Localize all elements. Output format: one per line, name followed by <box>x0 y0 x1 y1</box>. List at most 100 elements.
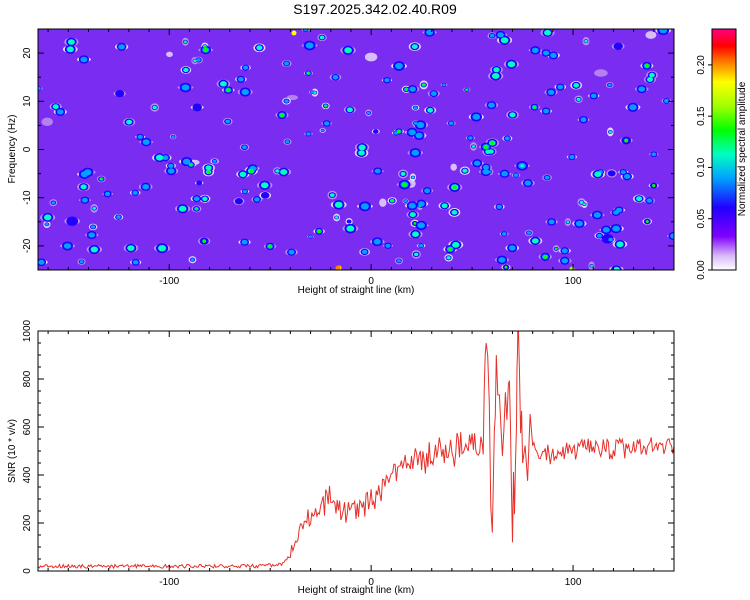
heatmap-high-blob <box>116 215 121 219</box>
heatmap-high-blob <box>225 119 231 124</box>
heatmap-high-blob <box>488 102 495 108</box>
heatmap-high-blob <box>608 130 612 134</box>
heatmap-high-blob <box>513 173 519 177</box>
heatmap-high-blob <box>579 200 584 204</box>
heatmap-high-blob <box>602 227 610 233</box>
heatmap-high-blob <box>158 245 167 252</box>
heatmap-high-blob <box>415 132 423 139</box>
heatmap-high-blob <box>584 39 588 43</box>
heatmap-high-blob <box>452 241 460 248</box>
heatmap-peak-blob <box>452 185 458 190</box>
heatmap-high-blob <box>424 188 431 194</box>
heatmap-high-blob <box>418 201 425 207</box>
colorbar-tick-label: 0.15 <box>696 106 707 126</box>
heatmap-high-blob <box>531 238 539 244</box>
heatmap-high-blob <box>497 32 504 38</box>
heatmap-high-blob <box>396 259 401 263</box>
heatmap-high-blob <box>329 193 335 198</box>
heatmap-high-blob <box>243 65 249 70</box>
heatmap-peak-blob <box>543 254 548 259</box>
heatmap-high-blob <box>280 169 288 175</box>
heatmap-peak-blob <box>335 265 341 270</box>
heatmap-high-blob <box>162 155 169 161</box>
heatmap-high-blob <box>239 171 247 177</box>
heatmap-high-blob <box>182 158 191 165</box>
heatmap-high-blob <box>395 62 403 70</box>
heatmap-low-blob <box>450 163 457 171</box>
heatmap-high-blob <box>582 203 587 206</box>
heatmap-high-blob <box>507 61 516 68</box>
heatmap-high-blob <box>612 266 620 270</box>
heatmap-high-blob <box>51 201 56 205</box>
heatmap-low-blob <box>364 52 378 62</box>
heatmap-mid-blob <box>346 219 352 224</box>
heatmap-peak-blob <box>397 129 401 134</box>
heatmap-peak-blob <box>324 104 328 108</box>
heatmap-high-blob <box>38 87 41 90</box>
heatmap-high-blob <box>193 196 200 201</box>
heatmap-high-blob <box>346 107 353 113</box>
y-tick-label: -10 <box>22 190 33 205</box>
heatmap-high-blob <box>408 129 416 136</box>
heatmap-high-blob <box>80 56 88 63</box>
heatmap-peak-blob <box>268 244 272 249</box>
heatmap-high-blob <box>171 135 175 138</box>
heatmap-high-blob <box>242 189 247 194</box>
heatmap-high-blob <box>485 149 491 154</box>
heatmap-high-blob <box>496 204 502 209</box>
heatmap-high-blob <box>411 176 415 179</box>
colorbar: 0.00 0.05 0.10 0.15 0.20 Normalized spectral… <box>696 28 748 280</box>
heatmap-high-blob <box>193 59 197 62</box>
heatmap-high-blob <box>137 134 143 139</box>
heatmap-high-blob <box>346 225 355 232</box>
heatmap-high-blob <box>319 35 325 40</box>
heatmap-low-blob <box>594 69 608 77</box>
heatmap-high-blob <box>446 256 451 260</box>
heatmap-high-blob <box>590 93 597 99</box>
heatmap-high-blob <box>260 182 269 189</box>
heatmap-high-blob <box>361 249 368 254</box>
heatmap-high-blob <box>472 113 481 120</box>
heatmap-high-blob <box>427 107 434 113</box>
y-tick-label: -20 <box>22 238 33 253</box>
heatmap-high-blob <box>557 84 564 90</box>
heatmap-high-blob <box>167 168 175 174</box>
heatmap-high-blob <box>81 197 88 203</box>
heatmap-high-blob <box>413 106 418 110</box>
y-tick-label: 0 <box>22 568 33 574</box>
heatmap-x-axis-title: Height of straight line (km) <box>298 285 415 296</box>
heatmap-high-blob <box>57 109 64 115</box>
heatmap-high-blob <box>104 191 111 197</box>
heatmap-high-blob <box>409 86 416 92</box>
heatmap-peak-blob <box>624 138 629 143</box>
heatmap-high-blob <box>659 29 668 34</box>
heatmap-high-blob <box>544 175 550 180</box>
heatmap-high-blob <box>561 258 569 264</box>
colorbar-label: Normalized spectral amplitude <box>737 81 748 216</box>
heatmap-low-blob <box>41 117 53 127</box>
heatmap-high-blob <box>493 67 500 73</box>
heatmap-high-blob <box>142 139 150 145</box>
snr-series-line <box>38 331 674 570</box>
heatmap-high-blob <box>544 29 552 36</box>
heatmap-peak-blob <box>189 163 193 167</box>
heatmap-high-blob <box>305 42 314 49</box>
heatmap-mid-blob <box>196 180 203 186</box>
heatmap-high-blob <box>411 44 418 49</box>
heatmap-peak-blob <box>483 144 489 150</box>
heatmap-high-blob <box>580 117 587 123</box>
heatmap-high-blob <box>275 169 280 173</box>
heatmap-high-blob <box>91 225 96 229</box>
heatmap-high-blob <box>638 86 646 92</box>
heatmap-peak-blob <box>99 177 103 181</box>
heatmap-low-blob <box>379 198 387 207</box>
heatmap-peak-blob <box>504 265 508 269</box>
heatmap-peak-blob <box>203 47 208 53</box>
heatmap-high-blob <box>501 171 508 177</box>
heatmap-cells <box>38 29 674 270</box>
heatmap-high-blob <box>92 206 97 210</box>
heatmap-high-blob <box>63 243 72 249</box>
heatmap-high-blob <box>462 168 468 173</box>
